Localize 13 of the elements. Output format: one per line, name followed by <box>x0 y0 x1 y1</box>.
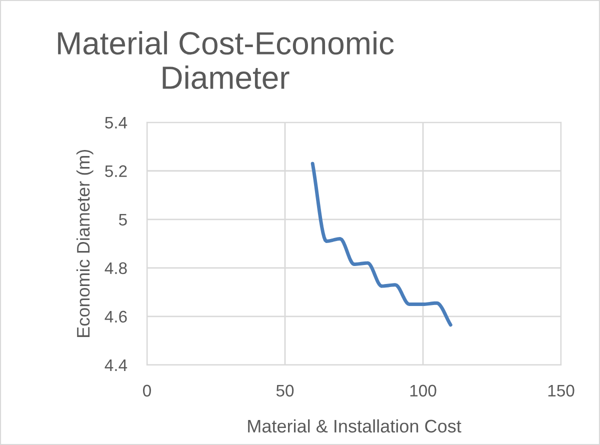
x-tick-label: 50 <box>276 384 294 397</box>
y-tick-label: 4.6 <box>104 310 127 323</box>
y-tick-label: 5 <box>118 214 127 226</box>
chart-title: Material Cost-Economic Diameter <box>58 31 394 90</box>
y-tick-label: 4.4 <box>104 359 128 371</box>
y-tick-label: 4.8 <box>104 262 127 274</box>
x-axis-title: Material & Installation Cost <box>248 419 462 433</box>
y-tick-label: 5.2 <box>105 165 127 178</box>
y-axis-title: Economic Diameter (m) <box>76 150 94 337</box>
x-tick-label: 100 <box>410 384 436 397</box>
y-tick-label: 5.4 <box>105 116 128 129</box>
x-tick-label: 150 <box>548 384 574 397</box>
x-tick-label: 0 <box>143 384 151 397</box>
